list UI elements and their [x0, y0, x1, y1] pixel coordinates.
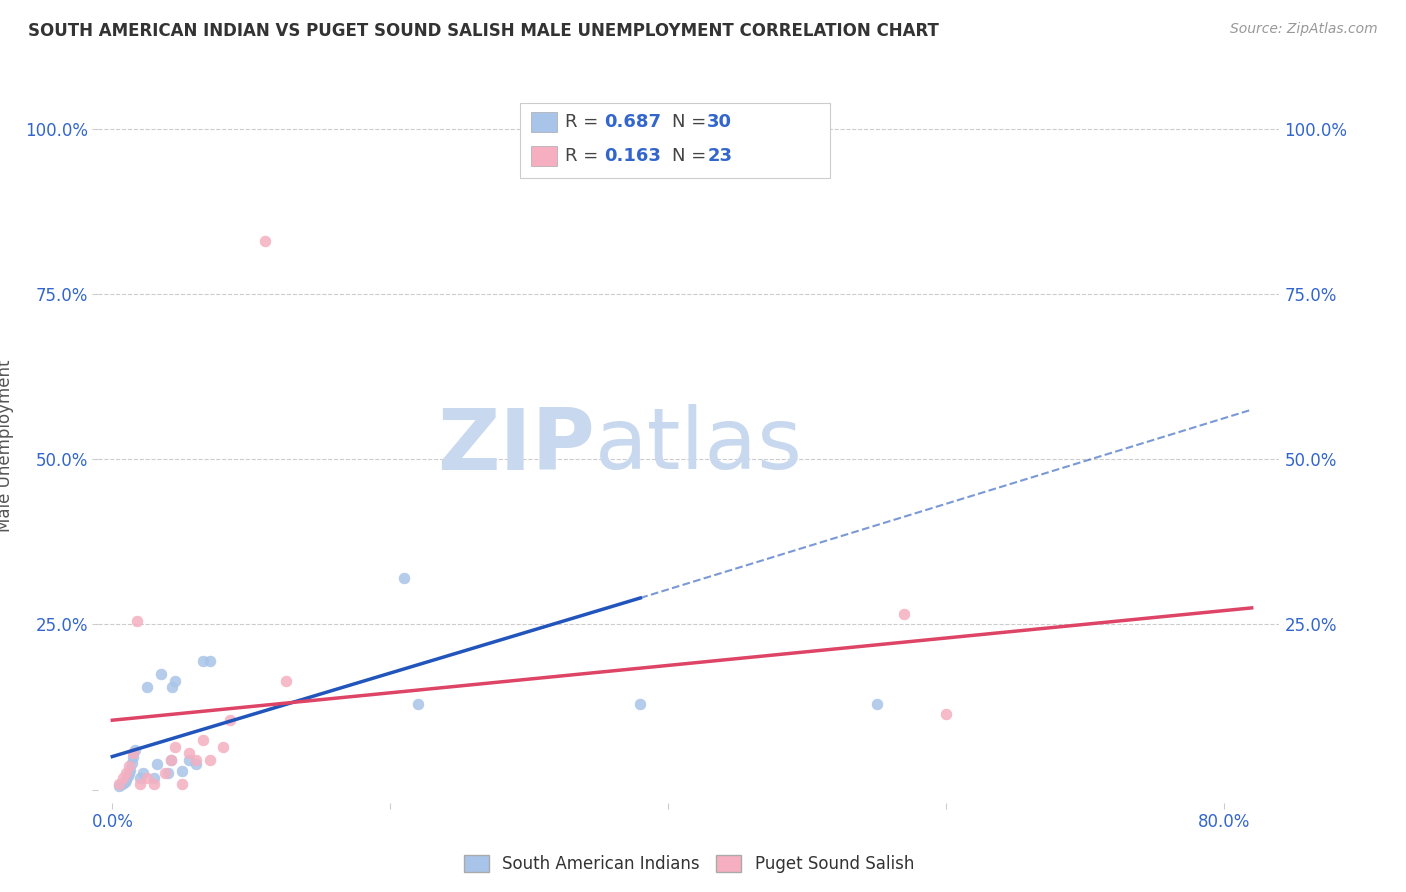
- Point: [159, 753, 181, 767]
- Point: [177, 753, 200, 767]
- Point: [198, 753, 221, 767]
- Point: [129, 777, 152, 791]
- Point: [111, 777, 134, 791]
- Point: [112, 771, 135, 785]
- Text: SOUTH AMERICAN INDIAN VS PUGET SOUND SALISH MALE UNEMPLOYMENT CORRELATION CHART: SOUTH AMERICAN INDIAN VS PUGET SOUND SAL…: [28, 22, 939, 40]
- Point: [274, 673, 297, 688]
- Text: R =: R =: [565, 113, 605, 131]
- Point: [212, 739, 235, 754]
- Point: [122, 749, 145, 764]
- Point: [129, 771, 152, 785]
- Text: N =: N =: [672, 113, 711, 131]
- Point: [254, 234, 277, 248]
- Point: [191, 733, 214, 747]
- Point: [163, 673, 186, 688]
- Text: 0.163: 0.163: [605, 147, 661, 165]
- Point: [149, 667, 172, 681]
- Point: [143, 771, 166, 785]
- Y-axis label: Male Unemployment: Male Unemployment: [0, 359, 14, 533]
- Point: [628, 697, 651, 711]
- Point: [156, 766, 179, 780]
- Point: [115, 766, 138, 780]
- Point: [118, 766, 141, 780]
- Point: [108, 777, 131, 791]
- Point: [160, 680, 183, 694]
- Text: atlas: atlas: [595, 404, 803, 488]
- Point: [184, 757, 207, 772]
- Point: [219, 713, 242, 727]
- Point: [120, 763, 142, 777]
- Point: [159, 753, 181, 767]
- Point: [198, 654, 221, 668]
- Point: [191, 654, 214, 668]
- Point: [177, 746, 200, 760]
- Point: [118, 759, 141, 773]
- Text: 0.687: 0.687: [605, 113, 662, 131]
- Point: [136, 771, 159, 785]
- Legend: South American Indians, Puget Sound Salish: South American Indians, Puget Sound Sali…: [457, 848, 921, 880]
- Point: [865, 697, 887, 711]
- Point: [163, 739, 186, 754]
- Point: [136, 680, 159, 694]
- Point: [121, 756, 143, 771]
- Point: [153, 766, 176, 780]
- Point: [115, 772, 138, 787]
- Text: R =: R =: [565, 147, 605, 165]
- Point: [112, 776, 135, 790]
- Point: [170, 764, 193, 778]
- Point: [114, 774, 136, 789]
- Point: [127, 614, 149, 628]
- Text: 30: 30: [707, 113, 733, 131]
- Point: [108, 779, 131, 793]
- Point: [935, 706, 957, 721]
- Text: N =: N =: [672, 147, 711, 165]
- Point: [117, 769, 139, 783]
- Point: [184, 753, 207, 767]
- Point: [893, 607, 915, 622]
- Point: [170, 777, 193, 791]
- Point: [143, 777, 166, 791]
- Point: [146, 757, 169, 772]
- Text: Source: ZipAtlas.com: Source: ZipAtlas.com: [1230, 22, 1378, 37]
- Point: [406, 697, 429, 711]
- Point: [132, 766, 155, 780]
- Text: 23: 23: [707, 147, 733, 165]
- Text: ZIP: ZIP: [437, 404, 595, 488]
- Point: [122, 746, 145, 760]
- Point: [124, 743, 146, 757]
- Point: [392, 571, 415, 585]
